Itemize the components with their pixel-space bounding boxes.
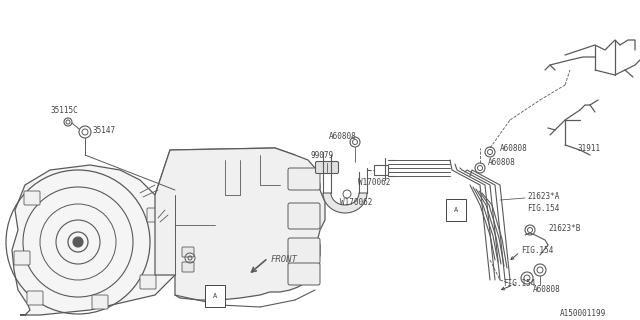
Text: W170062: W170062 xyxy=(358,178,390,187)
FancyBboxPatch shape xyxy=(140,275,156,289)
Text: FIG.154: FIG.154 xyxy=(527,204,559,212)
Text: A60808: A60808 xyxy=(329,132,356,140)
FancyBboxPatch shape xyxy=(27,291,43,305)
FancyBboxPatch shape xyxy=(24,191,40,205)
Circle shape xyxy=(73,237,83,247)
Text: 21623*A: 21623*A xyxy=(527,191,559,201)
Text: A60808: A60808 xyxy=(488,157,516,166)
Polygon shape xyxy=(155,148,295,195)
Text: A60808: A60808 xyxy=(500,143,528,153)
Text: FIG.154: FIG.154 xyxy=(521,245,554,254)
Text: 31911: 31911 xyxy=(578,143,601,153)
Text: 35147: 35147 xyxy=(92,125,115,134)
FancyBboxPatch shape xyxy=(288,168,320,190)
FancyBboxPatch shape xyxy=(288,238,320,264)
Text: A: A xyxy=(454,207,458,213)
Text: 35115C: 35115C xyxy=(50,106,77,115)
Text: W170062: W170062 xyxy=(340,197,372,206)
FancyBboxPatch shape xyxy=(288,263,320,285)
FancyBboxPatch shape xyxy=(147,208,163,222)
Text: A60808: A60808 xyxy=(533,285,561,294)
FancyBboxPatch shape xyxy=(182,247,194,257)
Text: FIG.154: FIG.154 xyxy=(503,278,536,287)
Text: A150001199: A150001199 xyxy=(560,308,606,317)
FancyBboxPatch shape xyxy=(374,165,388,175)
Polygon shape xyxy=(155,148,325,300)
Polygon shape xyxy=(12,165,175,315)
FancyBboxPatch shape xyxy=(316,162,339,173)
FancyBboxPatch shape xyxy=(182,262,194,272)
FancyBboxPatch shape xyxy=(288,203,320,229)
FancyBboxPatch shape xyxy=(92,295,108,309)
Text: FRONT: FRONT xyxy=(271,255,298,265)
Text: 99079: 99079 xyxy=(310,150,333,159)
FancyBboxPatch shape xyxy=(14,251,30,265)
Text: 21623*B: 21623*B xyxy=(548,223,580,233)
Polygon shape xyxy=(323,193,367,213)
Text: A: A xyxy=(213,293,217,299)
